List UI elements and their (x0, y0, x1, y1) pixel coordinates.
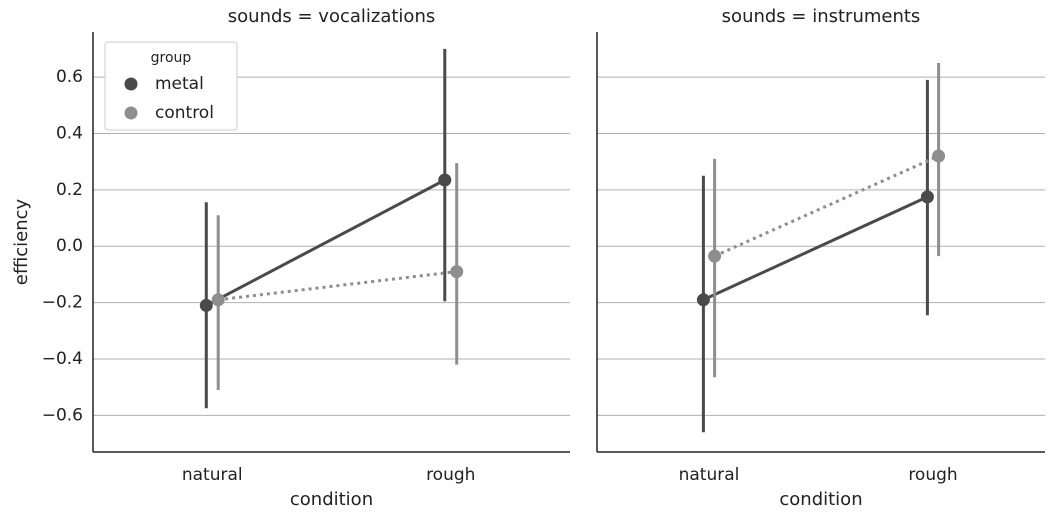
point (696, 293, 710, 307)
y-tick-label: −0.6 (42, 405, 83, 425)
y-tick-label: 0.0 (56, 236, 83, 256)
x-tick-label: rough (426, 465, 475, 485)
y-tick-label: 0.6 (56, 67, 83, 87)
y-tick-label: −0.4 (42, 349, 83, 369)
y-tick-label: −0.2 (42, 293, 83, 313)
legend-label: metal (155, 74, 204, 94)
point (199, 298, 213, 312)
facet-title: sounds = instruments (722, 6, 921, 27)
series-line (702, 195, 929, 302)
legend-label: control (155, 103, 214, 123)
x-tick-label: natural (182, 465, 243, 485)
series-line (218, 270, 457, 302)
point (450, 265, 464, 279)
legend-title: group (151, 50, 192, 66)
y-tick-label: 0.4 (56, 123, 83, 143)
legend-marker (124, 77, 138, 91)
series-line (205, 178, 446, 307)
point (932, 149, 946, 163)
x-axis-label: condition (779, 489, 862, 510)
x-tick-label: natural (679, 465, 740, 485)
point (211, 293, 225, 307)
legend-marker (124, 106, 138, 120)
series-line (713, 154, 940, 258)
y-axis-label: efficiency (11, 198, 32, 285)
y-tick-label: 0.2 (56, 180, 83, 200)
legend-box (104, 41, 238, 131)
point (920, 190, 934, 204)
x-axis-label: condition (290, 489, 373, 510)
facet-title: sounds = vocalizations (228, 6, 435, 27)
x-tick-label: rough (908, 465, 957, 485)
point (708, 249, 722, 263)
point (438, 173, 452, 187)
